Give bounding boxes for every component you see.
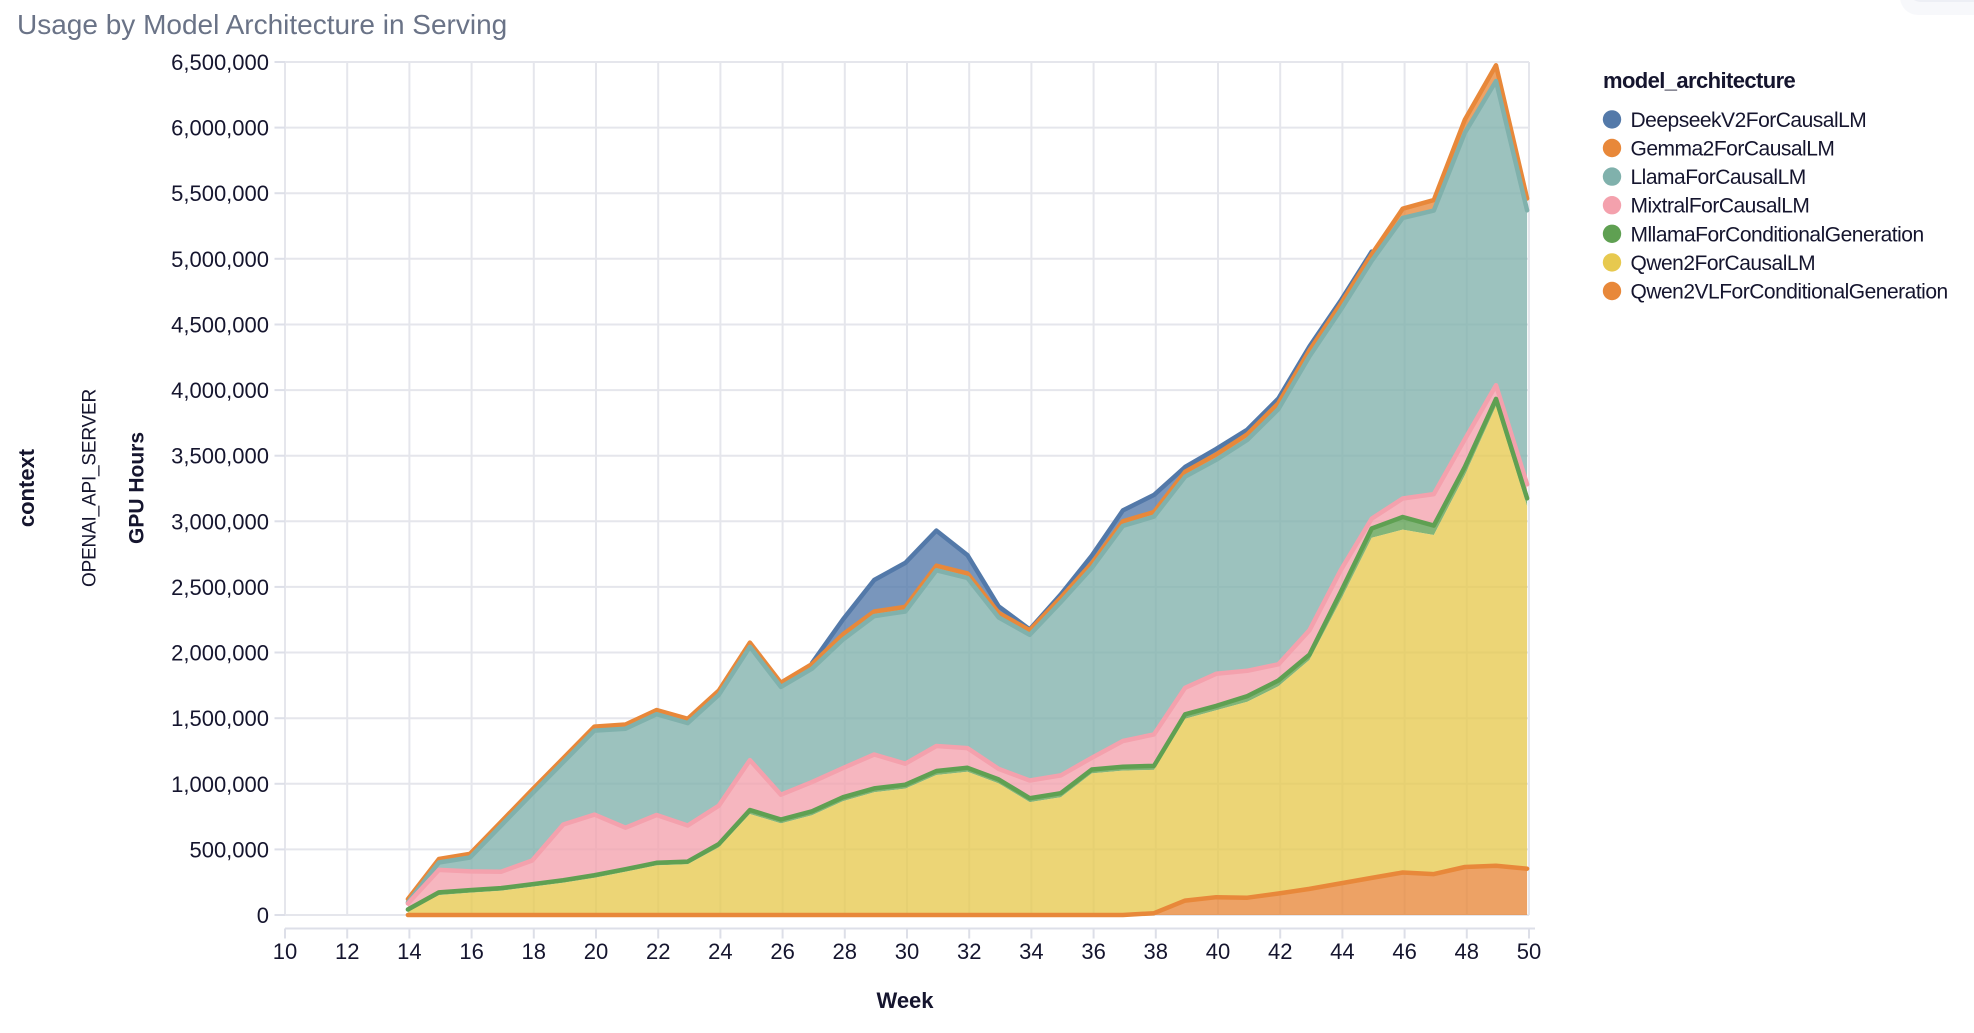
svg-text:Usage by Model Architecture in: Usage by Model Architecture in Serving [17,9,507,40]
svg-text:Qwen2ForCausalLM: Qwen2ForCausalLM [1631,252,1816,275]
svg-text:3,500,000: 3,500,000 [171,444,269,469]
svg-text:MixtralForCausalLM: MixtralForCausalLM [1631,195,1810,218]
svg-text:34: 34 [1019,939,1043,964]
svg-text:38: 38 [1144,939,1168,964]
svg-text:46: 46 [1392,939,1416,964]
svg-text:GPU Hours: GPU Hours [126,432,149,544]
svg-text:4,500,000: 4,500,000 [171,313,269,338]
svg-text:0: 0 [257,903,269,928]
svg-text:5,000,000: 5,000,000 [171,247,269,272]
svg-text:LlamaForCausalLM: LlamaForCausalLM [1631,166,1806,189]
svg-text:5,500,000: 5,500,000 [171,181,269,206]
svg-text:24: 24 [708,939,732,964]
svg-text:32: 32 [957,939,981,964]
svg-text:Qwen2VLForConditionalGeneratio: Qwen2VLForConditionalGeneration [1631,281,1948,304]
svg-text:28: 28 [833,939,857,964]
svg-text:10: 10 [273,939,297,964]
svg-text:12: 12 [335,939,359,964]
svg-text:6,500,000: 6,500,000 [171,50,269,75]
svg-text:26: 26 [770,939,794,964]
svg-text:42: 42 [1268,939,1292,964]
svg-text:DeepseekV2ForCausalLM: DeepseekV2ForCausalLM [1631,109,1867,132]
svg-text:Week: Week [876,988,934,1013]
svg-text:30: 30 [895,939,919,964]
svg-text:6,000,000: 6,000,000 [171,116,269,141]
svg-text:3,000,000: 3,000,000 [171,509,269,534]
svg-text:2,500,000: 2,500,000 [171,575,269,600]
svg-text:1,500,000: 1,500,000 [171,706,269,731]
svg-text:36: 36 [1081,939,1105,964]
svg-text:48: 48 [1455,939,1479,964]
svg-text:14: 14 [397,939,421,964]
svg-text:22: 22 [646,939,670,964]
svg-text:40: 40 [1206,939,1230,964]
svg-text:MllamaForConditionalGeneration: MllamaForConditionalGeneration [1631,223,1924,246]
svg-text:context: context [14,448,39,527]
svg-text:model_architecture: model_architecture [1603,68,1796,93]
svg-text:16: 16 [459,939,483,964]
svg-text:18: 18 [522,939,546,964]
svg-text:4,000,000: 4,000,000 [171,378,269,403]
svg-text:1,000,000: 1,000,000 [171,772,269,797]
svg-text:OPENAI_API_SERVER: OPENAI_API_SERVER [80,389,101,587]
svg-text:500,000: 500,000 [189,837,269,862]
svg-text:50: 50 [1517,939,1541,964]
svg-text:2,000,000: 2,000,000 [171,641,269,666]
svg-text:44: 44 [1330,939,1354,964]
svg-text:Gemma2ForCausalLM: Gemma2ForCausalLM [1631,138,1835,161]
svg-text:20: 20 [584,939,608,964]
